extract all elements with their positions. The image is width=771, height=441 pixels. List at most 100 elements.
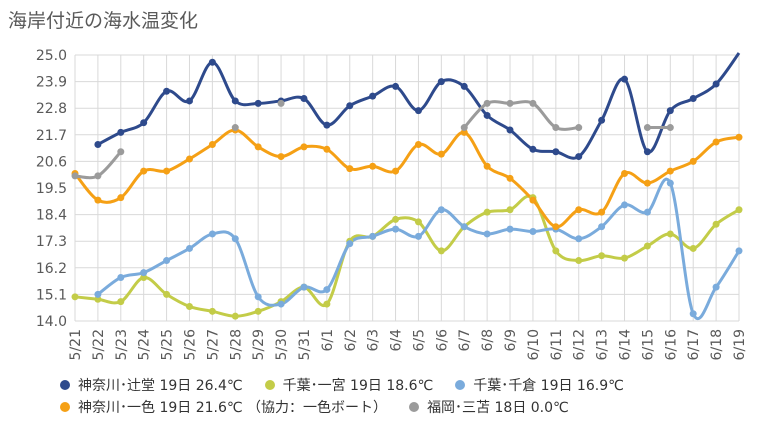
- data-point: [483, 99, 491, 107]
- data-point: [392, 167, 400, 175]
- data-point: [712, 80, 720, 88]
- y-tick-label: 20.6: [36, 154, 67, 170]
- x-tick-label: 5/22: [91, 329, 107, 360]
- data-point: [231, 312, 239, 320]
- data-point: [414, 218, 422, 226]
- data-point: [437, 206, 445, 214]
- data-point: [208, 58, 216, 66]
- x-tick-label: 6/4: [389, 329, 405, 352]
- legend-label: 千葉･千倉 19日 16.9℃: [473, 378, 624, 394]
- x-tick-label: 5/21: [68, 329, 84, 360]
- data-point: [621, 254, 629, 262]
- x-tick-label: 6/9: [503, 329, 519, 352]
- x-tick-label: 5/24: [137, 329, 153, 361]
- data-point: [666, 230, 674, 238]
- y-tick-label: 25.0: [36, 48, 67, 64]
- legend-row: 神奈川･一色 19日 21.6℃ （協力：一色ボート） 福岡･三苫 18日 0.0…: [60, 396, 760, 418]
- data-point: [643, 124, 651, 132]
- data-point: [185, 244, 193, 252]
- series-line: [463, 100, 579, 131]
- data-point: [575, 206, 583, 214]
- data-point: [506, 206, 514, 214]
- x-tick-label: 6/3: [366, 329, 382, 352]
- data-point: [483, 162, 491, 170]
- data-point: [529, 196, 537, 204]
- data-point: [185, 155, 193, 163]
- data-point: [735, 247, 743, 255]
- data-point: [392, 215, 400, 223]
- data-point: [231, 124, 239, 132]
- data-point: [689, 310, 697, 318]
- data-point: [666, 179, 674, 187]
- data-point: [254, 293, 262, 301]
- data-point: [598, 208, 606, 216]
- chart-title: 海岸付近の海水温変化: [8, 10, 199, 32]
- data-point: [689, 157, 697, 165]
- data-point: [369, 232, 377, 240]
- x-tick-label: 5/23: [114, 329, 130, 360]
- data-point: [506, 126, 514, 134]
- data-point: [575, 235, 583, 243]
- data-point: [94, 295, 102, 303]
- data-point: [163, 167, 171, 175]
- data-point: [254, 143, 262, 151]
- data-point: [323, 145, 331, 153]
- legend-marker: [409, 402, 420, 412]
- x-tick-label: 6/19: [732, 329, 748, 360]
- data-point: [666, 124, 674, 132]
- legend-label: 千葉･一宮 19日 18.6℃: [282, 378, 434, 394]
- data-point: [117, 128, 125, 136]
- data-point: [529, 99, 537, 107]
- data-point: [598, 252, 606, 260]
- data-point: [277, 99, 285, 107]
- data-point: [552, 223, 560, 231]
- series-lines: [73, 52, 741, 321]
- data-point: [140, 273, 148, 281]
- data-point: [140, 167, 148, 175]
- data-point: [71, 293, 79, 301]
- data-point: [208, 140, 216, 148]
- data-point: [437, 247, 445, 255]
- y-tick-label: 21.7: [36, 128, 67, 144]
- y-tick-label: 14.0: [36, 314, 67, 330]
- x-tick-label: 6/5: [411, 329, 427, 352]
- legend-item: 千葉･一宮 19日 18.6℃: [264, 375, 434, 395]
- data-point: [208, 307, 216, 315]
- data-point: [254, 99, 262, 107]
- data-point: [506, 174, 514, 182]
- data-point: [94, 290, 102, 298]
- data-point: [346, 102, 354, 110]
- y-tick-label: 18.4: [36, 208, 67, 224]
- data-point: [300, 283, 308, 291]
- legend-label: 福岡･三苫 18日 0.0℃: [427, 400, 569, 416]
- legend-marker: [455, 380, 466, 390]
- data-point: [323, 300, 331, 308]
- data-point: [300, 143, 308, 151]
- data-point: [529, 145, 537, 153]
- data-point: [140, 119, 148, 127]
- x-tick-label: 5/25: [160, 329, 176, 360]
- y-axis-ticks: 25.0 23.9 22.8 21.7 20.6 19.5 18.4 17.3 16.2 15.1…: [36, 48, 67, 330]
- data-point: [598, 116, 606, 124]
- data-point: [506, 225, 514, 233]
- x-tick-label: 6/1: [320, 329, 336, 352]
- x-tick-label: 5/28: [228, 329, 244, 360]
- data-point: [71, 172, 79, 180]
- x-tick-label: 6/15: [640, 329, 656, 360]
- x-tick-label: 6/18: [709, 329, 725, 360]
- data-point: [643, 242, 651, 250]
- data-point: [277, 300, 285, 308]
- data-point: [552, 148, 560, 156]
- legend-item: 福岡･三苫 18日 0.0℃: [409, 397, 569, 417]
- data-point: [117, 298, 125, 306]
- data-point: [231, 235, 239, 243]
- data-point: [735, 206, 743, 214]
- y-tick-label: 19.5: [36, 181, 67, 197]
- data-point: [712, 283, 720, 291]
- data-point: [460, 124, 468, 132]
- legend-marker: [60, 402, 70, 412]
- data-point: [323, 121, 331, 129]
- legend-item: 神奈川･一色 19日 21.6℃ （協力：一色ボート）: [60, 397, 387, 417]
- x-tick-label: 5/26: [182, 329, 198, 361]
